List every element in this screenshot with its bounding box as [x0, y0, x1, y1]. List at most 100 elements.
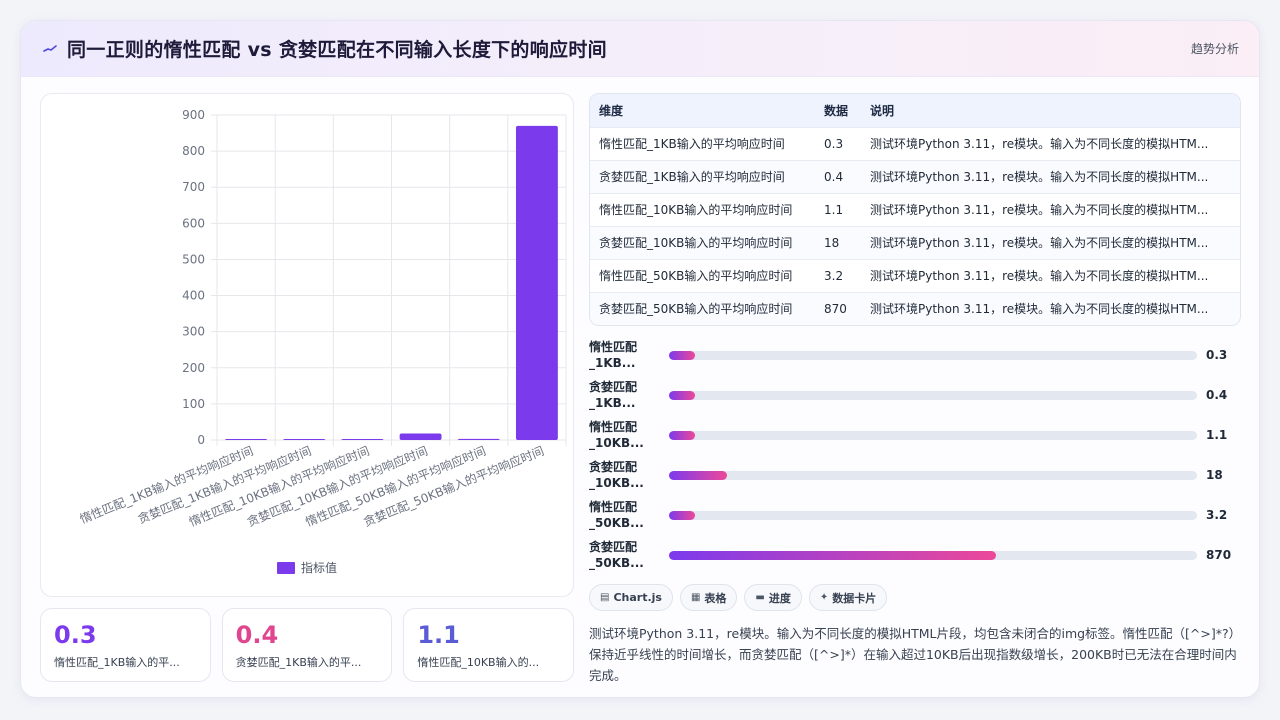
table-row: 贪婪匹配_1KB输入的平均响应时间 0.4 测试环境Python 3.11，re…	[590, 159, 1240, 193]
cell-dimension: 惰性匹配_1KB输入的平均响应时间	[590, 126, 815, 160]
y-tick-label: 0	[197, 433, 205, 447]
progress-value: 0.4	[1206, 388, 1228, 402]
cell-data: 1.1	[815, 192, 861, 226]
progress-label: 惰性匹配_10KB...	[589, 420, 644, 450]
y-tick-label: 800	[182, 144, 205, 158]
y-tick-label: 300	[182, 325, 205, 339]
y-tick-label: 100	[182, 397, 205, 411]
progress-row: 惰性匹配_50KB... 3.2	[589, 495, 1241, 535]
cell-dimension: 贪婪匹配_50KB输入的平均响应时间	[590, 291, 815, 325]
kpi-card: 0.4 贪婪匹配_1KB输入的平...	[221, 608, 393, 682]
progress-track	[669, 350, 1197, 360]
trend-icon	[43, 44, 57, 52]
column-header-dimension: 维度	[599, 103, 624, 118]
progress-value: 18	[1206, 468, 1223, 482]
table-icon: ▦	[690, 592, 701, 603]
kpi-card: 0.3 惰性匹配_1KB输入的平...	[40, 608, 211, 682]
progress-row: 贪婪匹配_50KB... 870	[589, 535, 1241, 575]
legend-label: 指标值	[301, 560, 337, 575]
progress-fill	[669, 510, 696, 520]
legend-swatch	[277, 562, 295, 574]
kpi-value: 0.3	[54, 621, 97, 649]
card-icon: ✦	[819, 592, 829, 603]
y-tick-label: 700	[182, 180, 205, 194]
bar-chart-panel: 0 100 200 300 400 500 600 700 800 900 惰性匹配_1KB输入的平…	[40, 93, 574, 597]
cell-description: 测试环境Python 3.11，re模块。输入为不同长度的模拟HTM...	[861, 159, 1240, 193]
chip-chartjs[interactable]: ▤ Chart.js	[589, 584, 673, 611]
progress-icon: ▬	[755, 592, 765, 603]
chip-label: Chart.js	[613, 591, 662, 604]
progress-track	[669, 430, 1197, 440]
progress-label: 贪婪匹配_10KB...	[589, 460, 644, 490]
progress-row: 贪婪匹配_10KB... 18	[589, 455, 1241, 495]
progress-track	[669, 550, 1197, 560]
page-title: 同一正则的惰性匹配 vs 贪婪匹配在不同输入长度下的响应时间	[67, 39, 607, 61]
trend-analysis-tag[interactable]: 趋势分析	[1190, 42, 1239, 56]
progress-value: 870	[1206, 548, 1232, 562]
progress-label: 贪婪匹配_50KB...	[589, 540, 644, 570]
progress-fill	[669, 390, 696, 400]
bar-chart: 0100200300400500600700800900惰性匹配_1KB输入的平…	[77, 108, 567, 575]
cell-description: 测试环境Python 3.11，re模块。输入为不同长度的模拟HTM...	[861, 258, 1240, 292]
chip-data-card[interactable]: ✦ 数据卡片	[808, 584, 888, 611]
table-row: 惰性匹配_50KB输入的平均响应时间 3.2 测试环境Python 3.11，r…	[590, 258, 1240, 292]
progress-track	[669, 510, 1197, 520]
progress-fill	[669, 550, 997, 560]
y-tick-label: 400	[182, 289, 205, 303]
chip-table[interactable]: ▦ 表格	[679, 584, 738, 611]
table-row: 贪婪匹配_10KB输入的平均响应时间 18 测试环境Python 3.11，re…	[590, 225, 1240, 259]
dashboard-card: 同一正则的惰性匹配 vs 贪婪匹配在不同输入长度下的响应时间 趋势分析 0 100…	[20, 20, 1260, 698]
progress-label: 惰性匹配_50KB...	[589, 500, 644, 530]
bar	[457, 438, 500, 440]
cell-data: 0.4	[815, 159, 861, 193]
data-table: 维度 数据 说明 惰性匹配_1KB输入的平均响应时间 0.3 测试环境Pytho…	[589, 93, 1241, 326]
progress-track	[669, 470, 1197, 480]
cell-description: 测试环境Python 3.11，re模块。输入为不同长度的模拟HTM...	[861, 192, 1240, 226]
column-header-description: 说明	[870, 103, 895, 118]
y-tick-label: 200	[182, 361, 205, 375]
chip-label: 进度	[768, 591, 791, 605]
header: 同一正则的惰性匹配 vs 贪婪匹配在不同输入长度下的响应时间 趋势分析	[21, 21, 1259, 77]
chip-progress[interactable]: ▬ 进度	[744, 584, 802, 611]
cell-dimension: 贪婪匹配_10KB输入的平均响应时间	[590, 225, 815, 259]
cell-description: 测试环境Python 3.11，re模块。输入为不同长度的模拟HTM...	[861, 225, 1240, 259]
view-chips: ▤ Chart.js ▦ 表格 ▬ 进度 ✦ 数据卡片	[589, 584, 888, 611]
kpi-value: 1.1	[417, 621, 460, 649]
kpi-label: 惰性匹配_1KB输入的平...	[54, 656, 180, 669]
table-header-row: 维度 数据 说明	[590, 94, 1240, 127]
progress-row: 惰性匹配_10KB... 1.1	[589, 415, 1241, 455]
kpi-label: 惰性匹配_10KB输入的...	[417, 656, 540, 669]
progress-value: 1.1	[1206, 428, 1228, 442]
y-tick-label: 900	[182, 108, 205, 122]
kpi-card: 1.1 惰性匹配_10KB输入的...	[403, 608, 575, 682]
cell-data: 3.2	[815, 258, 861, 292]
bar	[341, 439, 384, 440]
chart-icon: ▤	[600, 592, 610, 603]
progress-fill	[669, 430, 696, 440]
cell-dimension: 贪婪匹配_1KB输入的平均响应时间	[590, 159, 815, 193]
kpi-label: 贪婪匹配_1KB输入的平...	[235, 656, 362, 669]
chip-label: 表格	[704, 591, 727, 605]
kpi-value: 0.4	[235, 621, 279, 649]
table-row: 惰性匹配_10KB输入的平均响应时间 1.1 测试环境Python 3.11，r…	[590, 192, 1240, 226]
progress-value: 3.2	[1206, 508, 1228, 522]
cell-data: 870	[815, 291, 861, 325]
column-header-data: 数据	[824, 103, 849, 118]
cell-dimension: 惰性匹配_10KB输入的平均响应时间	[590, 192, 815, 226]
progress-label: 贪婪匹配_1KB...	[589, 380, 638, 410]
cell-data: 18	[815, 225, 861, 259]
progress-label: 惰性匹配_1KB...	[589, 340, 638, 370]
title-wrap: 同一正则的惰性匹配 vs 贪婪匹配在不同输入长度下的响应时间	[43, 35, 607, 62]
kpi-row: 0.3 惰性匹配_1KB输入的平... 0.4 贪婪匹配_1KB输入的平... …	[40, 608, 575, 682]
bar	[225, 439, 268, 440]
table-row: 贪婪匹配_50KB输入的平均响应时间 870 测试环境Python 3.11，r…	[590, 291, 1240, 325]
progress-row: 惰性匹配_1KB... 0.3	[589, 335, 1241, 375]
cell-data: 0.3	[815, 126, 861, 160]
bar	[515, 125, 558, 440]
table-row: 惰性匹配_1KB输入的平均响应时间 0.3 测试环境Python 3.11，re…	[590, 126, 1240, 160]
description-note: 测试环境Python 3.11，re模块。输入为不同长度的模拟HTML片段，均包…	[589, 626, 1242, 683]
progress-fill	[669, 470, 728, 480]
progress-row: 贪婪匹配_1KB... 0.4	[589, 375, 1241, 415]
bar	[283, 439, 326, 440]
cell-dimension: 惰性匹配_50KB输入的平均响应时间	[590, 258, 815, 292]
